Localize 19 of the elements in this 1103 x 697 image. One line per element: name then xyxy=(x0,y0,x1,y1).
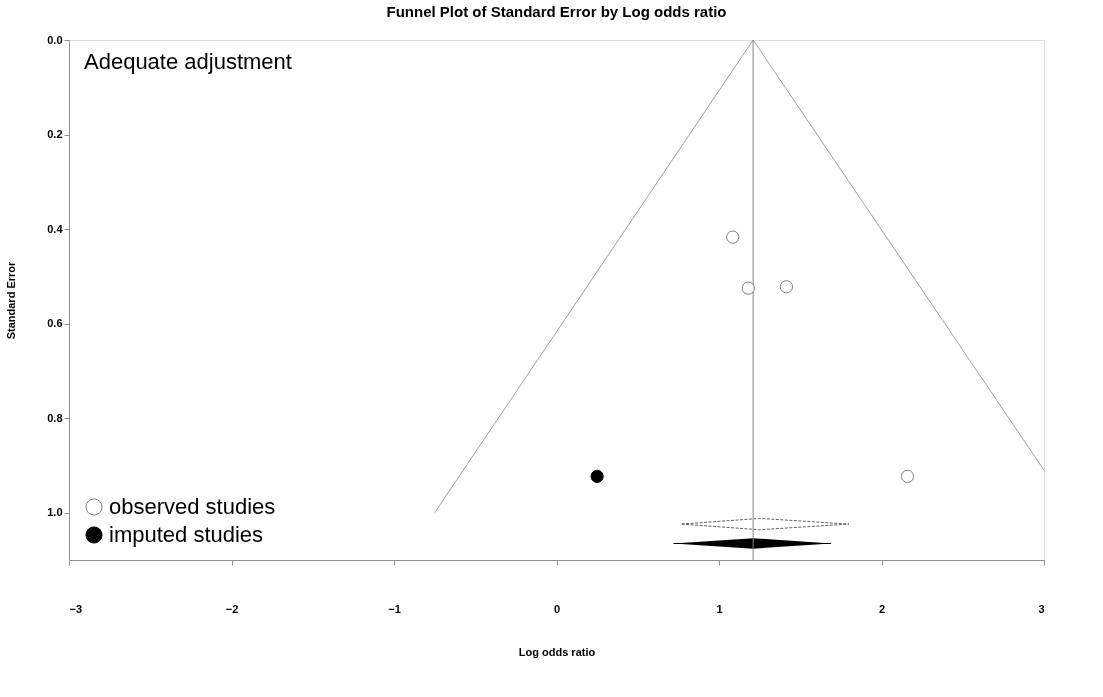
x-tick-label: 0 xyxy=(553,602,561,615)
y-tick-label: 1.0 xyxy=(47,506,63,519)
x-tick-label: 3 xyxy=(1038,602,1045,615)
x-tick-label: −2 xyxy=(225,602,239,615)
y-tick-label: 0.2 xyxy=(47,128,63,141)
legend-label: observed studies xyxy=(109,494,276,519)
x-axis-title: Log odds ratio xyxy=(518,645,596,658)
y-tick-label: 0.0 xyxy=(47,33,63,46)
x-tick-label: 2 xyxy=(878,602,886,615)
y-tick-label: 0.4 xyxy=(47,222,64,235)
y-tick-label: 0.6 xyxy=(47,317,63,330)
x-tick-label: 1 xyxy=(716,602,723,615)
legend-label: imputed studies xyxy=(109,522,264,547)
x-tick-label: −3 xyxy=(69,602,83,615)
x-tick-label: −1 xyxy=(388,602,401,615)
chart-title: Funnel Plot of Standard Error by Log odds ratio xyxy=(386,3,727,20)
annotation: Adequate adjustment xyxy=(84,49,292,74)
y-axis-title: Standard Error xyxy=(5,260,18,340)
y-tick-label: 0.8 xyxy=(47,411,63,424)
